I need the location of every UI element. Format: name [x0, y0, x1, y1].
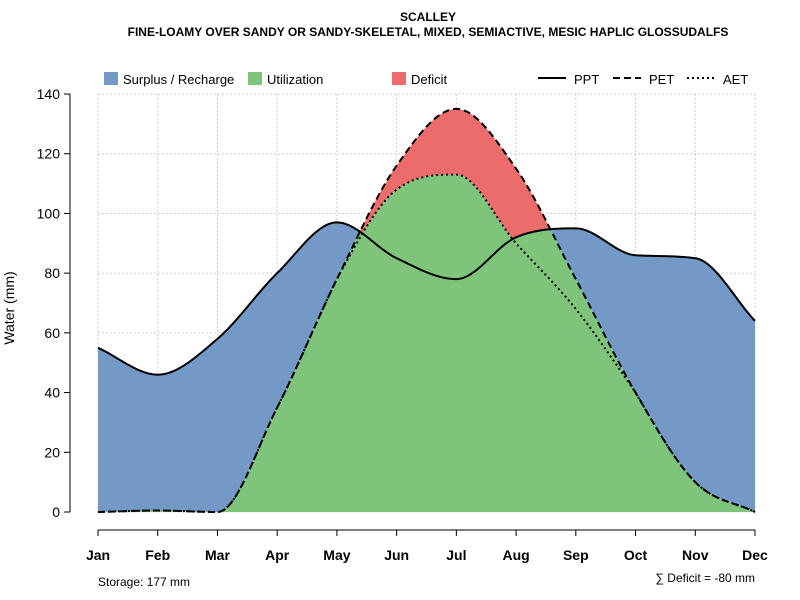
- x-tick-label: Sep: [563, 547, 589, 563]
- chart-title: SCALLEY: [400, 10, 456, 24]
- chart-subtitle: FINE-LOAMY OVER SANDY OR SANDY-SKELETAL,…: [128, 25, 729, 39]
- legend-swatch-deficit: [392, 72, 406, 85]
- legend-label-pet: PET: [649, 72, 674, 87]
- y-axis-label: Water (mm): [1, 271, 17, 344]
- x-tick-label: Jun: [384, 547, 409, 563]
- series-line-aet: [97, 173, 756, 513]
- y-tick-label: 60: [44, 325, 60, 341]
- y-tick-label: 140: [37, 86, 61, 102]
- area-utilization-drawdown: [98, 174, 755, 513]
- y-tick-label: 120: [37, 146, 61, 162]
- series-line-pet: [97, 107, 756, 513]
- y-axis: 0 20 40 60 80 100 120 140: [37, 86, 71, 520]
- legend: Surplus / Recharge Utilization Deficit P…: [104, 72, 748, 87]
- legend-label-ppt: PPT: [574, 72, 599, 87]
- y-tick-label: 40: [44, 385, 60, 401]
- series-lines: [97, 107, 756, 513]
- x-tick-label: May: [323, 547, 350, 563]
- area-layer: [98, 108, 755, 513]
- area-surplus-recharge: [98, 222, 755, 512]
- legend-label-deficit: Deficit: [411, 72, 448, 87]
- legend-swatch-utilization: [248, 72, 262, 85]
- x-tick-label: Aug: [502, 547, 529, 563]
- storage-note: Storage: 177 mm: [98, 575, 190, 589]
- legend-label-surplus: Surplus / Recharge: [123, 72, 234, 87]
- y-tick-label: 100: [37, 205, 61, 221]
- x-tick-label: Jul: [446, 547, 466, 563]
- series-line-ppt: [97, 221, 756, 376]
- x-tick-label: Apr: [265, 547, 290, 563]
- legend-swatch-surplus: [104, 72, 118, 85]
- y-tick-label: 80: [44, 265, 60, 281]
- y-tick-label: 0: [52, 504, 60, 520]
- deficit-note: ∑ Deficit = -80 mm: [655, 571, 755, 585]
- x-tick-label: Feb: [145, 547, 170, 563]
- x-tick-label: Nov: [682, 547, 709, 563]
- x-tick-label: Jan: [86, 547, 110, 563]
- x-axis: Jan Feb Mar Apr May Jun Jul Aug Sep Oct Nov Dec: [86, 529, 768, 563]
- legend-label-utilization: Utilization: [267, 72, 323, 87]
- x-tick-label: Mar: [205, 547, 230, 563]
- y-tick-label: 20: [44, 444, 60, 460]
- area-deficit: [98, 108, 755, 375]
- x-tick-label: Dec: [742, 547, 768, 563]
- x-tick-label: Oct: [624, 547, 648, 563]
- legend-label-aet: AET: [723, 72, 748, 87]
